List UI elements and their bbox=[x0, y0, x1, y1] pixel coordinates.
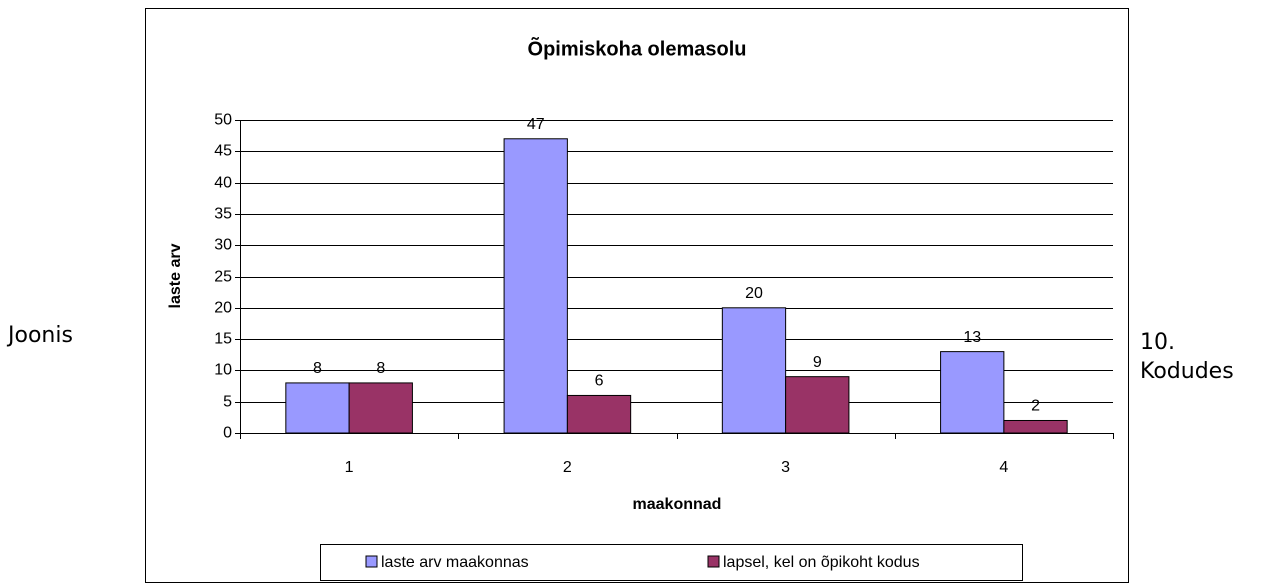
legend-swatch bbox=[365, 555, 378, 568]
bar bbox=[503, 138, 568, 434]
bar bbox=[785, 376, 850, 434]
y-tick-label: 35 bbox=[214, 206, 232, 223]
legend-label: laste arv maakonnas bbox=[381, 554, 529, 571]
bar bbox=[1003, 419, 1068, 434]
bar bbox=[721, 307, 787, 434]
data-label: 8 bbox=[313, 360, 322, 377]
bar bbox=[566, 394, 632, 434]
body-text: Kodudes bbox=[1140, 359, 1234, 384]
chart-frame bbox=[145, 8, 1129, 583]
data-label: 13 bbox=[963, 329, 981, 346]
data-label: 9 bbox=[813, 354, 822, 371]
body-text: Joonis bbox=[6, 323, 73, 348]
data-label: 20 bbox=[745, 285, 763, 302]
chart-title: Õpimiskoha olemasolu bbox=[528, 36, 747, 60]
y-tick-label: 50 bbox=[214, 112, 232, 129]
legend-frame bbox=[320, 544, 1023, 581]
y-tick-label: 25 bbox=[214, 269, 232, 286]
y-tick-label: 40 bbox=[214, 175, 232, 192]
legend-swatch bbox=[707, 555, 720, 568]
y-tick-label: 45 bbox=[214, 143, 232, 160]
y-axis-title: laste arv bbox=[167, 243, 184, 308]
y-tick-label: 5 bbox=[223, 394, 232, 411]
x-tick-label: 4 bbox=[999, 459, 1008, 476]
data-label: 2 bbox=[1031, 398, 1040, 415]
bar bbox=[940, 351, 1005, 434]
y-tick-label: 20 bbox=[214, 300, 232, 317]
body-text: 10. bbox=[1140, 330, 1175, 355]
bar bbox=[348, 382, 413, 434]
y-tick-label: 15 bbox=[214, 331, 232, 348]
y-tick-label: 0 bbox=[223, 425, 232, 442]
x-tick-label: 1 bbox=[345, 459, 354, 476]
data-label: 8 bbox=[376, 360, 385, 377]
x-tick-label: 3 bbox=[781, 459, 790, 476]
legend-label: lapsel, kel on õpikoht kodus bbox=[723, 554, 920, 571]
data-label: 47 bbox=[527, 116, 545, 133]
y-tick-label: 30 bbox=[214, 237, 232, 254]
y-tick-label: 10 bbox=[214, 362, 232, 379]
x-axis-title: maakonnad bbox=[633, 496, 722, 513]
data-label: 6 bbox=[595, 373, 604, 390]
x-tick-label: 2 bbox=[563, 459, 572, 476]
bar bbox=[285, 382, 350, 434]
